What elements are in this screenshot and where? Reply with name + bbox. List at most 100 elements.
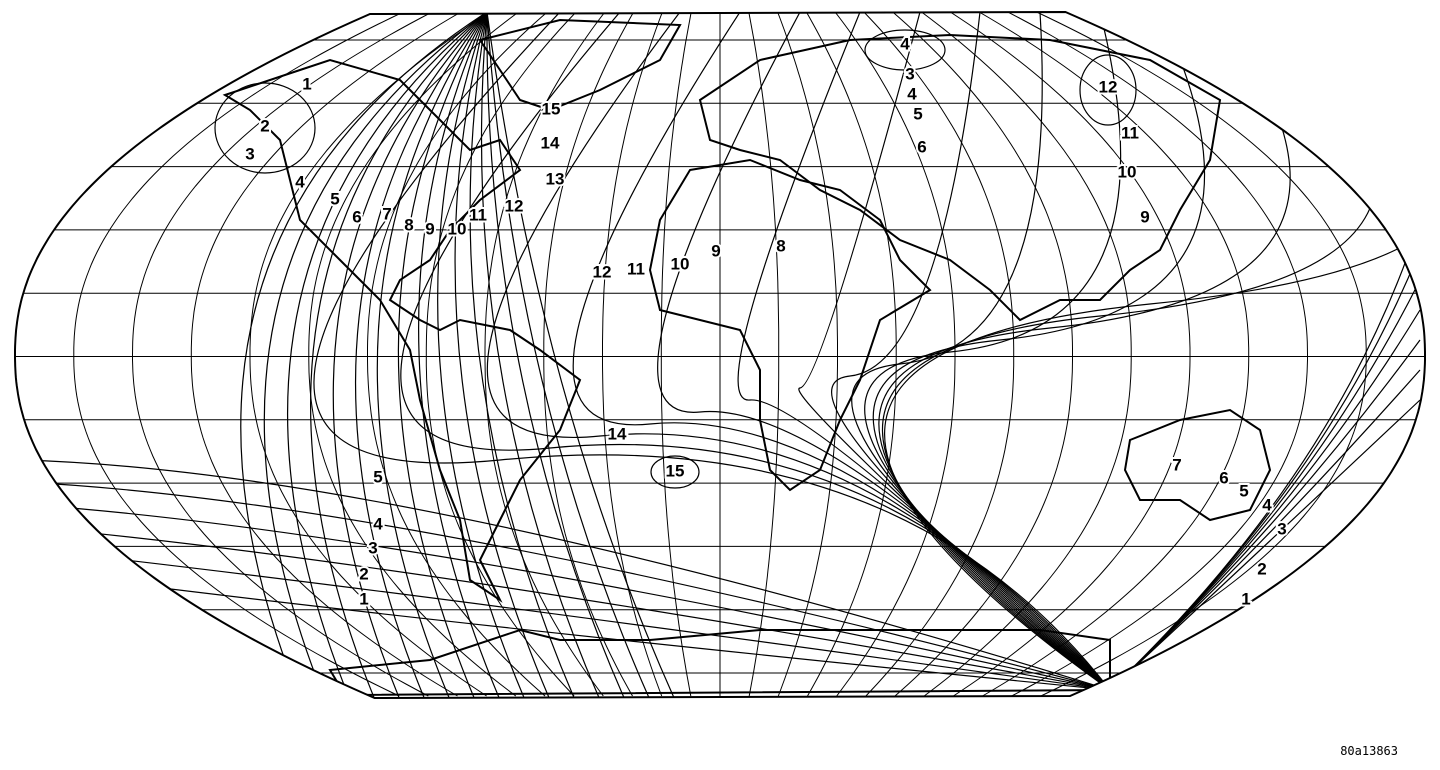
contour-line bbox=[376, 12, 488, 698]
meridian-line bbox=[805, 12, 897, 697]
meridian-line bbox=[308, 12, 519, 697]
contour-label: 5 bbox=[913, 104, 922, 123]
contour-label: 6 bbox=[917, 137, 926, 156]
meridian-line bbox=[777, 12, 838, 697]
contour-label: 2 bbox=[260, 116, 269, 135]
meridian-line bbox=[1007, 12, 1308, 697]
continent-outline bbox=[648, 158, 932, 492]
contour-line bbox=[287, 12, 488, 698]
contour-line bbox=[1109, 219, 1421, 691]
contour-line bbox=[454, 12, 551, 698]
contour-line bbox=[851, 12, 1111, 691]
contour-label: 4 bbox=[295, 172, 305, 191]
contour-label: 4 bbox=[1262, 495, 1272, 514]
contour-line bbox=[240, 12, 488, 698]
map-border bbox=[14, 10, 1426, 700]
contour-line bbox=[418, 12, 501, 698]
continent-outline bbox=[478, 18, 682, 112]
contour-line bbox=[486, 12, 626, 698]
contour-line bbox=[1109, 249, 1421, 691]
contour-line bbox=[884, 12, 1425, 691]
contour-line bbox=[19, 459, 1111, 691]
contour-line bbox=[1109, 369, 1421, 691]
contour-label: 9 bbox=[425, 219, 434, 238]
contour-lines bbox=[19, 12, 1425, 698]
contour-label: 3 bbox=[368, 538, 377, 557]
contour-line bbox=[878, 12, 1291, 691]
meridian-line bbox=[602, 12, 663, 697]
meridian-line bbox=[249, 12, 490, 697]
contour-label: 5 bbox=[1239, 481, 1248, 500]
contour-label: 9 bbox=[711, 241, 720, 260]
contour-line bbox=[19, 481, 1111, 691]
meridian-line bbox=[15, 12, 375, 697]
meridian-line bbox=[73, 12, 404, 697]
contour-label: 10 bbox=[671, 254, 690, 273]
contour-line bbox=[872, 12, 1206, 691]
contour-label: 11 bbox=[469, 205, 487, 224]
contour-line bbox=[19, 525, 1111, 691]
contour-line bbox=[572, 12, 1111, 691]
contour-line bbox=[864, 12, 1122, 691]
contour-label: 10 bbox=[1118, 162, 1137, 181]
continent-outline bbox=[1123, 408, 1272, 522]
meridian-line bbox=[484, 12, 606, 697]
contour-label: 1 bbox=[359, 589, 368, 608]
meridian-line bbox=[190, 12, 462, 697]
meridian-line bbox=[950, 12, 1191, 697]
meridian-line bbox=[978, 12, 1250, 697]
contour-label: 7 bbox=[382, 204, 391, 223]
contour-line bbox=[737, 12, 1111, 691]
contour-label: 4 bbox=[907, 84, 917, 103]
contour-line bbox=[650, 455, 700, 489]
contour-label: 8 bbox=[776, 236, 785, 255]
contour-line bbox=[332, 12, 488, 698]
contour-line bbox=[486, 12, 676, 698]
contour-label: 12 bbox=[505, 196, 524, 215]
meridian-line bbox=[425, 12, 577, 697]
contour-label: 2 bbox=[1257, 559, 1266, 578]
contour-label: 7 bbox=[1172, 455, 1181, 474]
contour-label: 3 bbox=[245, 144, 254, 163]
contour-label: 11 bbox=[627, 259, 645, 278]
contour-label: 1 bbox=[1241, 589, 1250, 608]
contour-label: 11 bbox=[1121, 123, 1139, 142]
contour-line bbox=[469, 12, 576, 698]
contour-label: 6 bbox=[1219, 468, 1228, 487]
contour-label: 12 bbox=[593, 262, 612, 281]
contour-line bbox=[19, 547, 1111, 691]
contour-label: 2 bbox=[359, 564, 368, 583]
contour-line bbox=[1079, 54, 1137, 126]
contour-line bbox=[354, 12, 488, 698]
contour-label: 4 bbox=[900, 34, 910, 53]
contour-label: 14 bbox=[608, 424, 627, 443]
contour-line bbox=[19, 503, 1111, 691]
contour-label: 5 bbox=[373, 467, 382, 486]
contour-line bbox=[437, 12, 526, 698]
contour-line bbox=[480, 12, 601, 698]
meridian-line bbox=[367, 12, 548, 697]
meridian-line bbox=[834, 12, 956, 697]
contour-line bbox=[309, 12, 488, 698]
contour-label: 12 bbox=[1099, 77, 1118, 96]
meridian-line bbox=[921, 12, 1132, 697]
contour-line bbox=[486, 12, 651, 698]
contour-label: 15 bbox=[666, 461, 685, 480]
contour-label: 3 bbox=[905, 64, 914, 83]
contour-line bbox=[263, 12, 488, 698]
contour-label: 4 bbox=[373, 514, 383, 533]
contour-label: 9 bbox=[1140, 207, 1149, 226]
meridian-line bbox=[132, 12, 433, 697]
contour-label: 10 bbox=[448, 219, 467, 238]
contour-label: 13 bbox=[546, 169, 565, 188]
contour-label: 1 bbox=[302, 74, 311, 93]
contour-label: 5 bbox=[330, 189, 339, 208]
contour-label: 3 bbox=[1277, 519, 1286, 538]
figure-id: 80a13863 bbox=[1340, 744, 1398, 758]
contour-line bbox=[864, 29, 946, 71]
continent-outline bbox=[222, 58, 582, 603]
continents bbox=[222, 18, 1272, 697]
contour-line bbox=[397, 12, 488, 698]
contour-line bbox=[831, 12, 1111, 691]
